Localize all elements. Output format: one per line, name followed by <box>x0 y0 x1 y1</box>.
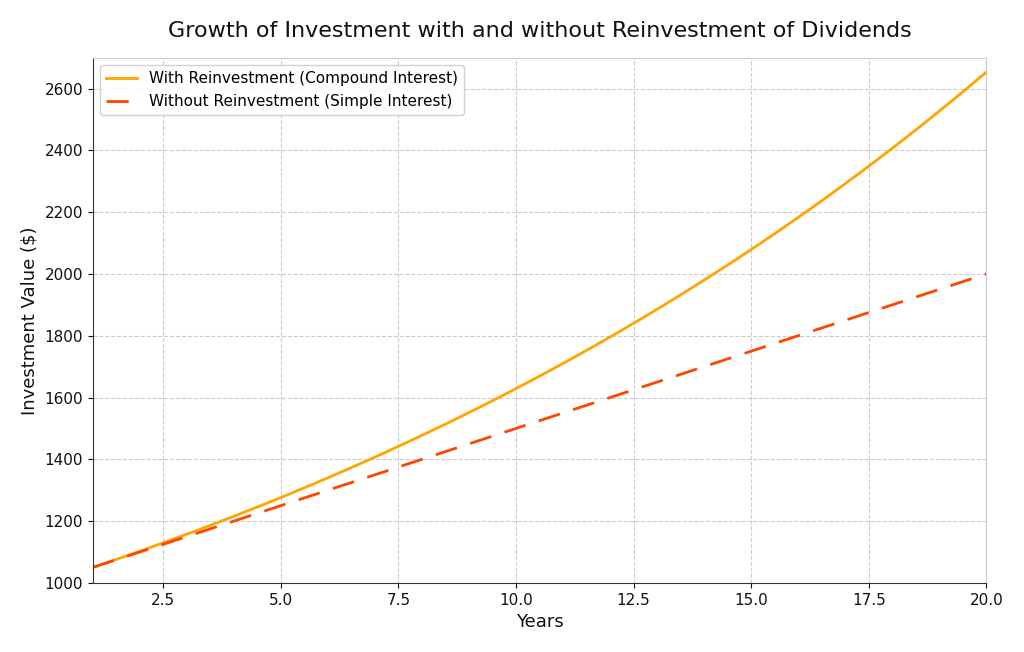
With Reinvestment (Compound Interest) <box>618 325 631 333</box>
With Reinvestment (Compound Interest) <box>819 194 831 202</box>
Line: With Reinvestment (Compound Interest): With Reinvestment (Compound Interest) <box>93 72 986 567</box>
Without Reinvestment (Simple Interest) <box>980 270 992 278</box>
Without Reinvestment (Simple Interest) <box>819 323 831 331</box>
Without Reinvestment (Simple Interest) <box>618 389 631 396</box>
Y-axis label: Investment Value ($): Investment Value ($) <box>20 226 39 415</box>
Without Reinvestment (Simple Interest) <box>511 424 523 432</box>
With Reinvestment (Compound Interest) <box>511 384 523 392</box>
Title: Growth of Investment with and without Reinvestment of Dividends: Growth of Investment with and without Re… <box>168 21 911 41</box>
Without Reinvestment (Simple Interest) <box>516 422 528 430</box>
With Reinvestment (Compound Interest) <box>516 381 528 389</box>
Legend: With Reinvestment (Compound Interest), Without Reinvestment (Simple Interest): With Reinvestment (Compound Interest), W… <box>100 65 464 115</box>
Line: Without Reinvestment (Simple Interest): Without Reinvestment (Simple Interest) <box>93 274 986 567</box>
Without Reinvestment (Simple Interest) <box>958 277 971 285</box>
With Reinvestment (Compound Interest) <box>87 563 99 571</box>
With Reinvestment (Compound Interest) <box>980 68 992 76</box>
With Reinvestment (Compound Interest) <box>958 86 971 94</box>
Without Reinvestment (Simple Interest) <box>87 563 99 571</box>
Without Reinvestment (Simple Interest) <box>570 405 583 413</box>
X-axis label: Years: Years <box>516 613 563 631</box>
With Reinvestment (Compound Interest) <box>570 352 583 360</box>
